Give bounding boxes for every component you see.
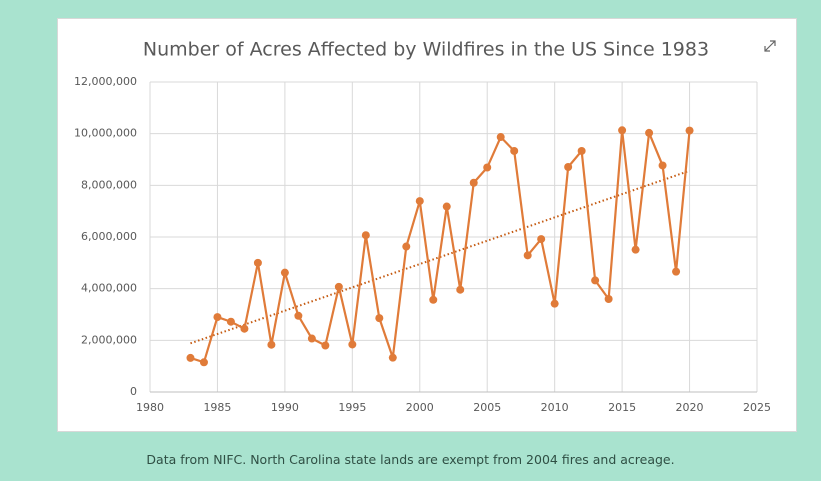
chart-panel bbox=[57, 18, 797, 432]
x-tick-label: 2010 bbox=[541, 401, 569, 414]
y-tick-label: 0 bbox=[130, 385, 137, 398]
data-point bbox=[415, 197, 424, 206]
data-point bbox=[294, 311, 303, 320]
expand-arrow[interactable] bbox=[764, 40, 776, 52]
x-tick-label: 2020 bbox=[676, 401, 704, 414]
data-point bbox=[280, 268, 289, 277]
x-tick-label: 1990 bbox=[271, 401, 299, 414]
data-point bbox=[523, 251, 532, 260]
data-point bbox=[186, 353, 195, 362]
data-point bbox=[537, 235, 546, 244]
data-point bbox=[348, 340, 357, 349]
data-point bbox=[267, 340, 276, 349]
data-point bbox=[577, 146, 586, 155]
x-tick-label: 2005 bbox=[473, 401, 501, 414]
data-point bbox=[645, 128, 654, 137]
data-point bbox=[672, 267, 681, 276]
caption: Data from NIFC. North Carolina state lan… bbox=[146, 452, 675, 467]
data-point bbox=[361, 231, 370, 240]
data-point bbox=[496, 133, 505, 142]
data-point bbox=[240, 324, 249, 333]
data-point bbox=[604, 295, 613, 303]
x-tick-label: 1995 bbox=[338, 401, 366, 414]
data-point bbox=[307, 334, 316, 343]
x-tick-label: 1980 bbox=[136, 401, 164, 414]
data-point bbox=[469, 178, 478, 187]
data-point bbox=[334, 282, 343, 291]
data-point bbox=[199, 358, 208, 367]
data-point bbox=[550, 299, 559, 308]
expand-icon[interactable] bbox=[764, 40, 776, 52]
y-tick-label: 2,000,000 bbox=[81, 333, 137, 346]
y-tick-label: 8,000,000 bbox=[81, 178, 137, 191]
x-tick-label: 2015 bbox=[608, 401, 636, 414]
x-tick-label: 2025 bbox=[743, 401, 771, 414]
data-point bbox=[321, 341, 330, 350]
data-point bbox=[631, 245, 640, 254]
data-point bbox=[685, 126, 694, 135]
data-point bbox=[429, 295, 438, 304]
data-point bbox=[510, 146, 519, 155]
chart: Number of Acres Affected by Wildfires in… bbox=[74, 39, 776, 414]
x-tick-label: 1985 bbox=[203, 401, 231, 414]
x-tick-label: 2000 bbox=[406, 401, 434, 414]
data-point bbox=[388, 353, 397, 362]
y-tick-label: 10,000,000 bbox=[74, 127, 137, 140]
data-point bbox=[402, 242, 411, 251]
data-point bbox=[483, 163, 492, 172]
chart-title: Number of Acres Affected by Wildfires in… bbox=[143, 39, 709, 61]
data-point bbox=[564, 162, 573, 171]
data-point bbox=[591, 276, 600, 285]
data-line bbox=[190, 128, 691, 364]
y-tick-label: 4,000,000 bbox=[81, 282, 137, 295]
data-point bbox=[658, 161, 667, 170]
data-point bbox=[253, 258, 262, 267]
data-point bbox=[442, 202, 451, 211]
y-tick-label: 12,000,000 bbox=[74, 75, 137, 88]
data-point bbox=[226, 317, 235, 326]
y-tick-label: 6,000,000 bbox=[81, 230, 137, 243]
data-point bbox=[456, 285, 465, 294]
data-point bbox=[618, 126, 627, 135]
data-point bbox=[375, 314, 384, 323]
data-point bbox=[213, 313, 222, 322]
